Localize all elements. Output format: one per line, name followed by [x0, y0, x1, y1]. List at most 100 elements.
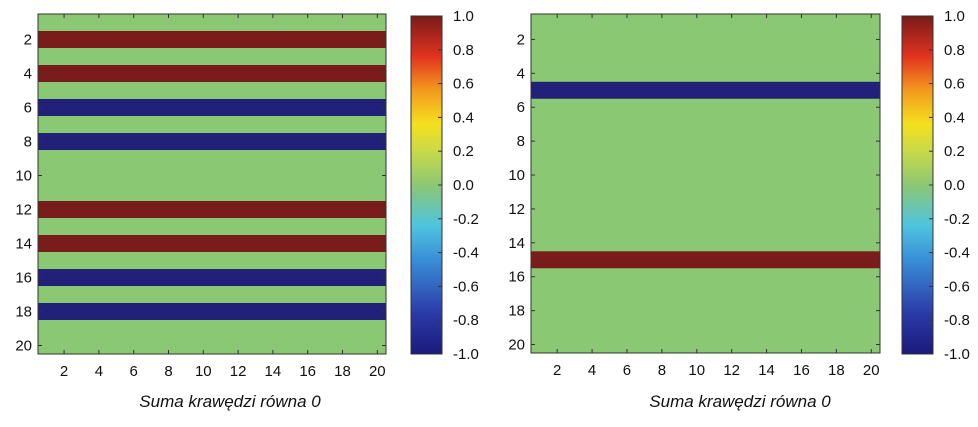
y-tick-label: 18 — [15, 304, 32, 321]
colorbar-tick-label: 0.0 — [944, 177, 965, 194]
colorbar-tick-label: 0.4 — [453, 109, 474, 126]
heatmap-row-4 — [38, 65, 386, 83]
x-tick-label: 18 — [334, 363, 351, 380]
colorbar-tick-label: -0.8 — [453, 312, 479, 329]
colorbar-tick-label: -0.4 — [453, 245, 479, 262]
heatmap-row-7 — [38, 116, 386, 134]
chart-caption-left: Suma krawędzi równa 0 — [139, 392, 321, 411]
y-tick-label: 6 — [517, 99, 525, 116]
plot-frame — [37, 13, 387, 355]
y-tick-label: 20 — [508, 337, 525, 354]
heatmap-row-2 — [531, 30, 880, 49]
colorbar-tick-label: 1.0 — [453, 8, 474, 25]
x-tick-label: 20 — [863, 362, 880, 379]
colorbar-tick-label: 0.0 — [453, 177, 474, 194]
heatmap-row-11 — [38, 184, 386, 202]
colorbar-tick-label: -0.8 — [944, 312, 970, 329]
y-tick-label: 10 — [15, 168, 32, 185]
x-tick-label: 10 — [688, 362, 705, 379]
y-tick-label: 14 — [15, 236, 32, 253]
heatmap-row-19 — [38, 320, 386, 338]
heatmap-row-10 — [38, 167, 386, 185]
heatmap-row-11 — [531, 183, 880, 201]
x-tick-label: 6 — [130, 363, 138, 380]
y-tick-label: 12 — [15, 202, 32, 219]
colorbar-tick-label: -1.0 — [944, 346, 970, 363]
heatmap-row-14 — [531, 234, 880, 252]
y-tick-label: 6 — [24, 100, 32, 117]
colorbar-tick-label: -0.2 — [944, 211, 970, 228]
x-tick-label: 14 — [758, 362, 775, 379]
heatmap-row-18 — [531, 302, 880, 320]
heatmap-row-13 — [38, 218, 386, 236]
heatmap-row-9 — [38, 150, 386, 168]
colorbar-tick-label: -0.2 — [453, 211, 479, 228]
heatmap-row-15 — [531, 251, 880, 269]
x-tick-label: 20 — [369, 363, 386, 380]
heatmap-row-16 — [531, 268, 880, 286]
heatmap-row-2 — [38, 31, 386, 49]
heatmap-row-4 — [531, 64, 880, 83]
heatmap-row-20 — [38, 337, 386, 355]
heatmap-row-12 — [38, 201, 386, 219]
y-tick-label: 20 — [15, 338, 32, 355]
y-tick-label: 16 — [508, 269, 525, 286]
heatmap-row-18 — [38, 303, 386, 321]
x-tick-label: 8 — [658, 362, 666, 379]
colorbar-tick-label: -0.6 — [453, 278, 479, 295]
heatmap-row-3 — [38, 48, 386, 66]
heatmap-row-1 — [531, 14, 880, 32]
colorbar-tick-label: 0.2 — [453, 143, 474, 160]
y-tick-label: 2 — [517, 31, 525, 48]
colorbar-tick-label: -1.0 — [453, 346, 479, 363]
y-tick-label: 4 — [24, 66, 32, 83]
plot-frame — [530, 13, 881, 354]
x-tick-label: 4 — [588, 362, 596, 379]
colorbar-tick-label: -0.4 — [944, 245, 970, 262]
x-tick-label: 12 — [723, 362, 740, 379]
y-tick-label: 2 — [24, 32, 32, 49]
chart-caption-right: Suma krawędzi równa 0 — [649, 392, 831, 411]
x-tick-label: 16 — [299, 363, 316, 380]
heatmap-row-10 — [531, 166, 880, 184]
x-tick-label: 6 — [623, 362, 631, 379]
heatmap-row-9 — [531, 149, 880, 167]
heatmap-row-8 — [38, 133, 386, 151]
y-tick-label: 14 — [508, 235, 525, 252]
colorbar-tick-label: 0.2 — [944, 143, 965, 160]
heatmap-row-13 — [531, 217, 880, 235]
heatmap-row-3 — [531, 47, 880, 66]
heatmap-row-17 — [38, 286, 386, 304]
heatmap-row-20 — [531, 336, 880, 354]
heatmap-row-12 — [531, 200, 880, 218]
x-tick-label: 4 — [95, 363, 103, 380]
heatmap-row-5 — [531, 81, 880, 100]
colorbar-tick-label: 1.0 — [944, 8, 965, 25]
x-tick-label: 2 — [60, 363, 68, 380]
x-tick-label: 8 — [164, 363, 172, 380]
heatmap-row-6 — [531, 98, 880, 116]
x-tick-label: 2 — [553, 362, 561, 379]
colorbar-tick-label: 0.8 — [944, 42, 965, 59]
colorbar-tick-label: -0.6 — [944, 278, 970, 295]
heatmap-row-15 — [38, 252, 386, 270]
heatmap-row-17 — [531, 285, 880, 303]
x-tick-label: 18 — [828, 362, 845, 379]
colorbar-tick-label: 0.4 — [944, 109, 965, 126]
heatmap-row-19 — [531, 319, 880, 337]
x-tick-label: 10 — [195, 363, 212, 380]
colorbar — [411, 16, 442, 354]
heatmap-row-5 — [38, 82, 386, 100]
heatmap-row-14 — [38, 235, 386, 253]
x-tick-label: 12 — [230, 363, 247, 380]
heatmap-row-6 — [38, 99, 386, 117]
y-tick-label: 4 — [517, 65, 525, 82]
heatmap-row-8 — [531, 132, 880, 150]
heatmap-row-1 — [38, 14, 386, 32]
y-tick-label: 12 — [508, 201, 525, 218]
y-tick-label: 18 — [508, 303, 525, 320]
y-tick-label: 8 — [517, 133, 525, 150]
y-tick-label: 16 — [15, 270, 32, 287]
colorbar — [902, 16, 933, 354]
